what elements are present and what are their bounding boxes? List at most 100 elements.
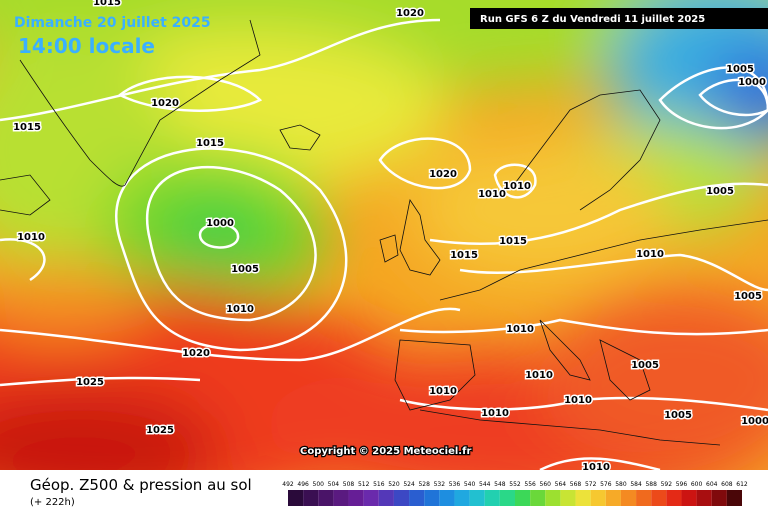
isobar-label: 1005 <box>631 360 659 371</box>
isobar-label: 1020 <box>429 169 457 180</box>
legend-swatch <box>409 490 425 506</box>
isobar-label: 1010 <box>525 370 553 381</box>
legend-swatch <box>620 490 637 506</box>
legend-label: 588 <box>645 481 657 488</box>
legend-swatch <box>469 490 485 506</box>
legend-label: 520 <box>388 481 400 488</box>
legend-label: 508 <box>343 481 355 488</box>
legend-label: 584 <box>630 481 642 488</box>
isobar-label: 1015 <box>499 236 527 247</box>
run-text: Run GFS 6 Z du Vendredi 11 juillet 2025 <box>480 14 705 25</box>
legend-label: 540 <box>464 481 476 488</box>
legend-label: 608 <box>721 481 733 488</box>
legend-label: 612 <box>736 481 748 488</box>
legend-swatch <box>303 490 319 506</box>
isobar-label: 1000 <box>738 77 766 88</box>
isobar-label: 1005 <box>706 186 734 197</box>
isobar-label: 1020 <box>396 8 424 19</box>
isobar-label: 1010 <box>503 181 531 192</box>
legend-swatch <box>605 490 621 506</box>
isobar-label: 1000 <box>206 218 234 229</box>
legend-swatch <box>363 490 379 506</box>
isobar-label: 1005 <box>231 264 259 275</box>
legend-swatch <box>696 490 712 506</box>
isobar-label: 1010 <box>506 324 534 335</box>
isobar-label: 1010 <box>481 408 509 419</box>
isobar-label: 1015 <box>93 0 121 8</box>
run-banner <box>470 8 768 29</box>
isobar-label: 1010 <box>564 395 592 406</box>
isobar-label: 1005 <box>726 64 754 75</box>
legend-label: 576 <box>600 481 612 488</box>
legend-label: 580 <box>615 481 627 488</box>
legend-swatch <box>348 490 364 506</box>
legend-label: 548 <box>494 481 506 488</box>
isobar-label: 1010 <box>636 249 664 260</box>
isobar-label: 1015 <box>196 138 224 149</box>
legend-swatch <box>288 490 304 506</box>
isobar-label: 1025 <box>76 377 104 388</box>
legend-swatch <box>333 490 349 506</box>
legend-label: 572 <box>585 481 597 488</box>
isobar-label: 1025 <box>146 425 174 436</box>
legend-label: 568 <box>570 481 582 488</box>
legend-swatch <box>651 490 667 506</box>
legend-label: 604 <box>706 481 718 488</box>
isobar-label: 1015 <box>450 250 478 261</box>
legend-label: 512 <box>358 481 370 488</box>
legend-label: 564 <box>555 481 567 488</box>
legend-label: 492 <box>282 481 294 488</box>
legend-swatch <box>318 490 334 506</box>
legend-swatch <box>393 490 410 506</box>
legend-swatch <box>439 490 455 506</box>
isobar-label: 1020 <box>151 98 179 109</box>
legend-label: 528 <box>418 481 430 488</box>
legend-swatch <box>545 490 561 506</box>
legend-swatch <box>560 490 576 506</box>
isobars <box>0 18 768 470</box>
legend-swatch <box>590 490 606 506</box>
isobar-label: 1010 <box>17 232 45 243</box>
copyright: Copyright © 2025 Meteociel.fr <box>300 446 471 457</box>
legend-swatch <box>454 490 470 506</box>
legend-swatch <box>515 490 531 506</box>
isobar-label: 1000 <box>741 416 768 427</box>
isobar-label: 1015 <box>13 122 41 133</box>
legend-label: 516 <box>373 481 385 488</box>
forecast-time: 14:00 locale <box>18 34 155 58</box>
legend-swatch <box>575 490 591 506</box>
legend-label: 536 <box>449 481 461 488</box>
legend-swatch <box>378 490 394 506</box>
legend-swatch <box>484 490 500 506</box>
legend-label: 600 <box>691 481 703 488</box>
forecast-date: Dimanche 20 juillet 2025 <box>14 15 211 31</box>
legend-swatch <box>424 490 440 506</box>
legend-label: 524 <box>403 481 415 488</box>
legend-label: 544 <box>479 481 491 488</box>
footer-lead: (+ 222h) <box>30 497 75 508</box>
legend-label: 556 <box>524 481 536 488</box>
legend-label: 504 <box>328 481 340 488</box>
legend-label: 500 <box>313 481 325 488</box>
legend-swatch <box>726 490 742 506</box>
isobar-label: 1010 <box>478 189 506 200</box>
footer-title: Géop. Z500 & pression au sol <box>30 476 252 494</box>
legend-label: 592 <box>661 481 673 488</box>
legend-swatch <box>499 490 515 506</box>
legend-label: 596 <box>676 481 688 488</box>
legend-swatch <box>666 490 682 506</box>
isobar-label: 1005 <box>664 410 692 421</box>
legend: 492 496 500 504 508 512 516 520 524 528 532 536 540 5… <box>282 481 748 506</box>
legend-label: 496 <box>297 481 309 488</box>
isobar-label: 1010 <box>429 386 457 397</box>
legend-swatch <box>681 490 697 506</box>
isobar-label: 1010 <box>226 304 254 315</box>
legend-label: 560 <box>540 481 552 488</box>
coastlines <box>0 19 768 446</box>
legend-swatch <box>530 490 546 506</box>
legend-label: 532 <box>434 481 446 488</box>
legend-label: 552 <box>509 481 521 488</box>
legend-swatch <box>711 490 727 506</box>
